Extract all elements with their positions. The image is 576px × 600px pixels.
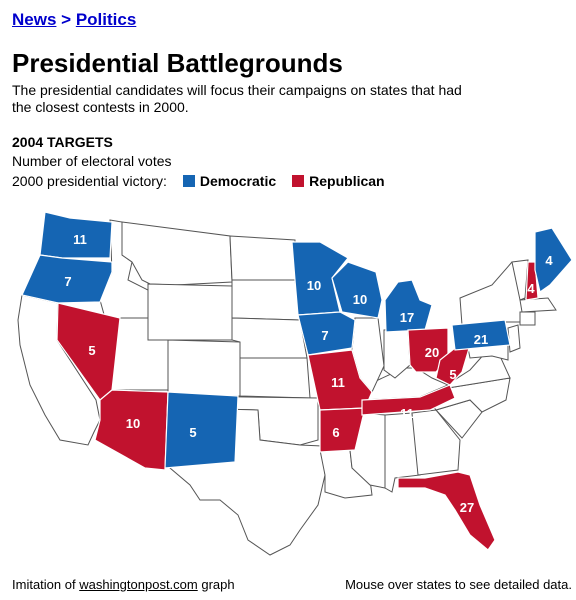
legend-republican-label: Republican <box>309 173 385 189</box>
state-colorado[interactable] <box>167 339 241 397</box>
footer-credit: Imitation of washingtonpost.com graph <box>12 577 235 592</box>
votes-label: Number of electoral votes <box>12 153 172 169</box>
state-florida[interactable] <box>397 471 496 551</box>
state-iowa[interactable] <box>297 311 356 356</box>
state-tennessee[interactable] <box>361 384 456 416</box>
page-title: Presidential Battlegrounds <box>12 48 343 78</box>
footer-prefix: Imitation of <box>12 577 76 592</box>
state-connecticut[interactable] <box>519 311 536 326</box>
state-pennsylvania[interactable] <box>451 319 511 351</box>
state-washington[interactable] <box>39 211 113 259</box>
breadcrumb-separator: > <box>61 10 72 29</box>
state-south-dakota[interactable] <box>231 279 301 321</box>
state-wisconsin[interactable] <box>331 261 383 319</box>
state-georgia[interactable] <box>411 409 461 476</box>
state-wyoming[interactable] <box>147 283 233 341</box>
state-massachusetts[interactable] <box>519 297 557 313</box>
state-arizona[interactable] <box>94 389 169 471</box>
state-minnesota[interactable] <box>291 241 349 316</box>
state-oregon[interactable] <box>21 254 113 304</box>
state-north-dakota[interactable] <box>229 235 296 281</box>
targets-heading: 2004 TARGETS <box>12 134 113 150</box>
legend-label: 2000 presidential victory: <box>12 173 167 189</box>
breadcrumb-news-link[interactable]: News <box>12 10 57 29</box>
democratic-swatch <box>182 175 195 187</box>
state-maine[interactable] <box>534 227 573 294</box>
republican-swatch <box>292 175 305 187</box>
us-map: 11 7 5 10 5 10 7 10 17 11 6 11 20 5 21 4… <box>17 211 573 556</box>
breadcrumb: News > Politics <box>12 10 136 30</box>
legend-democratic-label: Democratic <box>199 173 277 189</box>
breadcrumb-politics-link[interactable]: Politics <box>75 10 137 29</box>
state-montana[interactable] <box>121 221 233 286</box>
footer-hint: Mouse over states to see detailed data. <box>345 577 572 592</box>
intro-text: The presidential candidates will focus t… <box>12 82 462 115</box>
washingtonpost-link[interactable]: washingtonpost.com <box>79 577 198 592</box>
state-ohio[interactable] <box>407 327 449 373</box>
footer-suffix: graph <box>201 577 235 592</box>
state-new-jersey[interactable] <box>507 324 521 353</box>
legend: 2000 presidential victory: Democratic Re… <box>12 173 385 189</box>
state-nebraska[interactable] <box>231 317 308 359</box>
state-michigan[interactable] <box>384 279 433 333</box>
state-new-mexico[interactable] <box>164 391 239 469</box>
state-arkansas[interactable] <box>319 407 366 453</box>
state-kansas[interactable] <box>239 357 311 399</box>
state-vermont[interactable] <box>511 259 529 301</box>
